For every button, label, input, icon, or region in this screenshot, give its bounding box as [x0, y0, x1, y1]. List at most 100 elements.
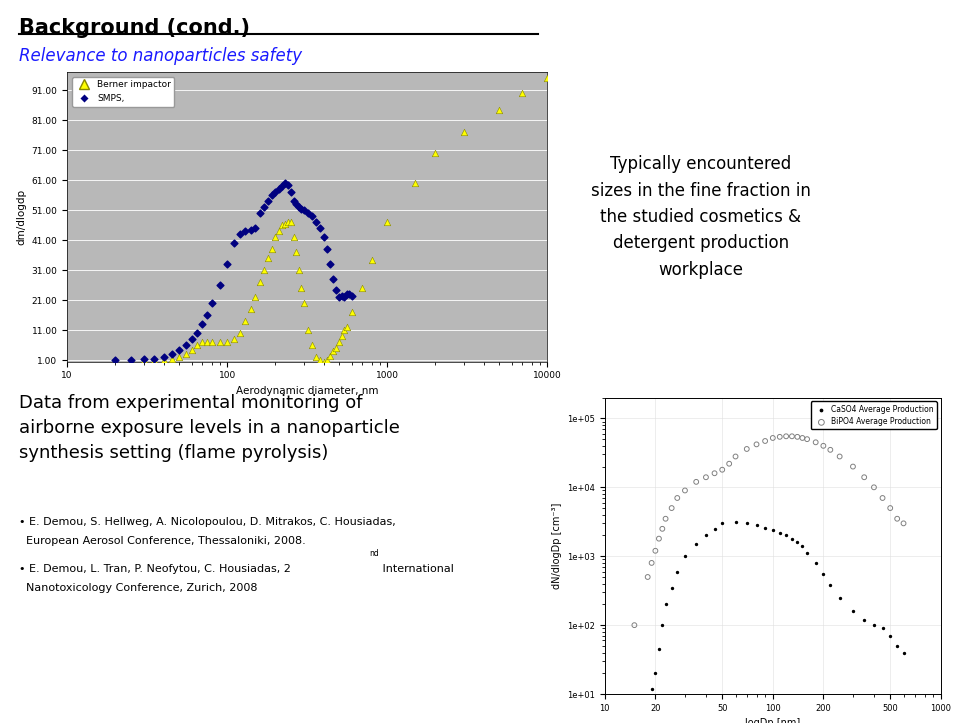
- Berner impactor: [264, 244, 279, 255]
- Berner impactor: [283, 216, 299, 228]
- Berner impactor: [280, 216, 296, 228]
- CaSO4 Average Production: [749, 520, 764, 531]
- Berner impactor: [200, 336, 215, 348]
- BiPO4 Average Production: [655, 523, 670, 534]
- Text: Background (cond.): Background (cond.): [19, 18, 251, 38]
- SMPS,: [312, 223, 327, 234]
- CaSO4 Average Production: [866, 620, 881, 631]
- SMPS,: [260, 195, 276, 207]
- SMPS,: [227, 237, 242, 249]
- CaSO4 Average Production: [808, 557, 824, 569]
- BiPO4 Average Production: [739, 443, 755, 455]
- Berner impactor: [364, 254, 379, 265]
- BiPO4 Average Production: [816, 440, 831, 452]
- Berner impactor: [232, 328, 248, 339]
- BiPO4 Average Production: [658, 513, 673, 524]
- CaSO4 Average Production: [779, 530, 794, 542]
- SMPS,: [334, 290, 349, 301]
- SMPS,: [252, 208, 268, 219]
- Berner impactor: [294, 282, 309, 294]
- BiPO4 Average Production: [714, 464, 730, 476]
- BiPO4 Average Production: [790, 431, 805, 442]
- BiPO4 Average Production: [627, 620, 642, 631]
- SMPS,: [195, 318, 210, 330]
- Berner impactor: [304, 339, 320, 351]
- Berner impactor: [344, 307, 359, 318]
- Berner impactor: [291, 265, 306, 276]
- Berner impactor: [268, 231, 283, 243]
- Text: International: International: [379, 564, 454, 574]
- SMPS,: [323, 258, 338, 270]
- Berner impactor: [252, 276, 268, 288]
- Berner impactor: [189, 339, 204, 351]
- Berner impactor: [312, 354, 327, 366]
- Berner impactor: [271, 226, 286, 237]
- SMPS,: [189, 328, 204, 339]
- BiPO4 Average Production: [664, 502, 680, 514]
- SMPS,: [283, 187, 299, 198]
- Berner impactor: [238, 315, 253, 327]
- Text: nd: nd: [370, 549, 379, 558]
- CaSO4 Average Production: [832, 592, 848, 604]
- BiPO4 Average Production: [856, 471, 872, 483]
- Berner impactor: [355, 282, 371, 294]
- Berner impactor: [379, 216, 395, 228]
- CaSO4 Average Production: [856, 614, 872, 625]
- Legend: Berner impactor, SMPS,: Berner impactor, SMPS,: [72, 77, 175, 106]
- SMPS,: [300, 208, 316, 219]
- CaSO4 Average Production: [795, 540, 810, 552]
- CaSO4 Average Production: [627, 709, 642, 721]
- Berner impactor: [320, 354, 335, 366]
- CaSO4 Average Production: [816, 568, 831, 580]
- SMPS,: [304, 210, 320, 222]
- CaSO4 Average Production: [823, 579, 838, 591]
- SMPS,: [331, 291, 347, 303]
- CaSO4 Average Production: [757, 522, 773, 534]
- Berner impactor: [325, 345, 341, 356]
- Berner impactor: [277, 218, 293, 229]
- CaSO4 Average Production: [707, 523, 722, 534]
- CaSO4 Average Production: [739, 518, 755, 529]
- BiPO4 Average Production: [722, 458, 737, 469]
- SMPS,: [316, 231, 331, 243]
- Berner impactor: [286, 231, 301, 243]
- BiPO4 Average Production: [800, 433, 815, 445]
- Legend: CaSO4 Average Production, BiPO4 Average Production: CaSO4 Average Production, BiPO4 Average …: [810, 401, 937, 429]
- Text: European Aerosol Conference, Thessaloniki, 2008.: European Aerosol Conference, Thessalonik…: [19, 536, 306, 547]
- BiPO4 Average Production: [677, 484, 692, 496]
- CaSO4 Average Production: [800, 547, 815, 559]
- Berner impactor: [147, 354, 162, 366]
- CaSO4 Average Production: [765, 524, 780, 536]
- Text: Typically encountered
sizes in the fine fraction in
the studied cosmetics &
dete: Typically encountered sizes in the fine …: [590, 155, 811, 278]
- CaSO4 Average Production: [890, 640, 905, 651]
- CaSO4 Average Production: [644, 683, 660, 694]
- SMPS,: [342, 288, 357, 300]
- CaSO4 Average Production: [655, 620, 670, 631]
- SMPS,: [212, 279, 228, 291]
- Berner impactor: [227, 333, 242, 345]
- CaSO4 Average Production: [651, 643, 666, 655]
- BiPO4 Average Production: [875, 492, 890, 504]
- SMPS,: [108, 354, 123, 366]
- Berner impactor: [220, 336, 235, 348]
- Berner impactor: [308, 351, 324, 363]
- BiPO4 Average Production: [890, 513, 905, 524]
- Berner impactor: [256, 265, 272, 276]
- Berner impactor: [323, 350, 338, 362]
- SMPS,: [280, 179, 296, 190]
- BiPO4 Average Production: [688, 476, 704, 487]
- BiPO4 Average Production: [749, 439, 764, 450]
- SMPS,: [156, 351, 171, 363]
- Berner impactor: [428, 147, 444, 159]
- Berner impactor: [171, 351, 186, 363]
- SMPS,: [325, 273, 341, 285]
- Berner impactor: [156, 354, 171, 366]
- BiPO4 Average Production: [896, 518, 911, 529]
- BiPO4 Average Production: [707, 468, 722, 479]
- CaSO4 Average Production: [882, 630, 898, 641]
- SMPS,: [147, 353, 162, 364]
- Berner impactor: [178, 348, 193, 360]
- CaSO4 Average Production: [648, 667, 663, 679]
- SMPS,: [171, 343, 186, 355]
- X-axis label: logDp [nm]: logDp [nm]: [745, 719, 801, 723]
